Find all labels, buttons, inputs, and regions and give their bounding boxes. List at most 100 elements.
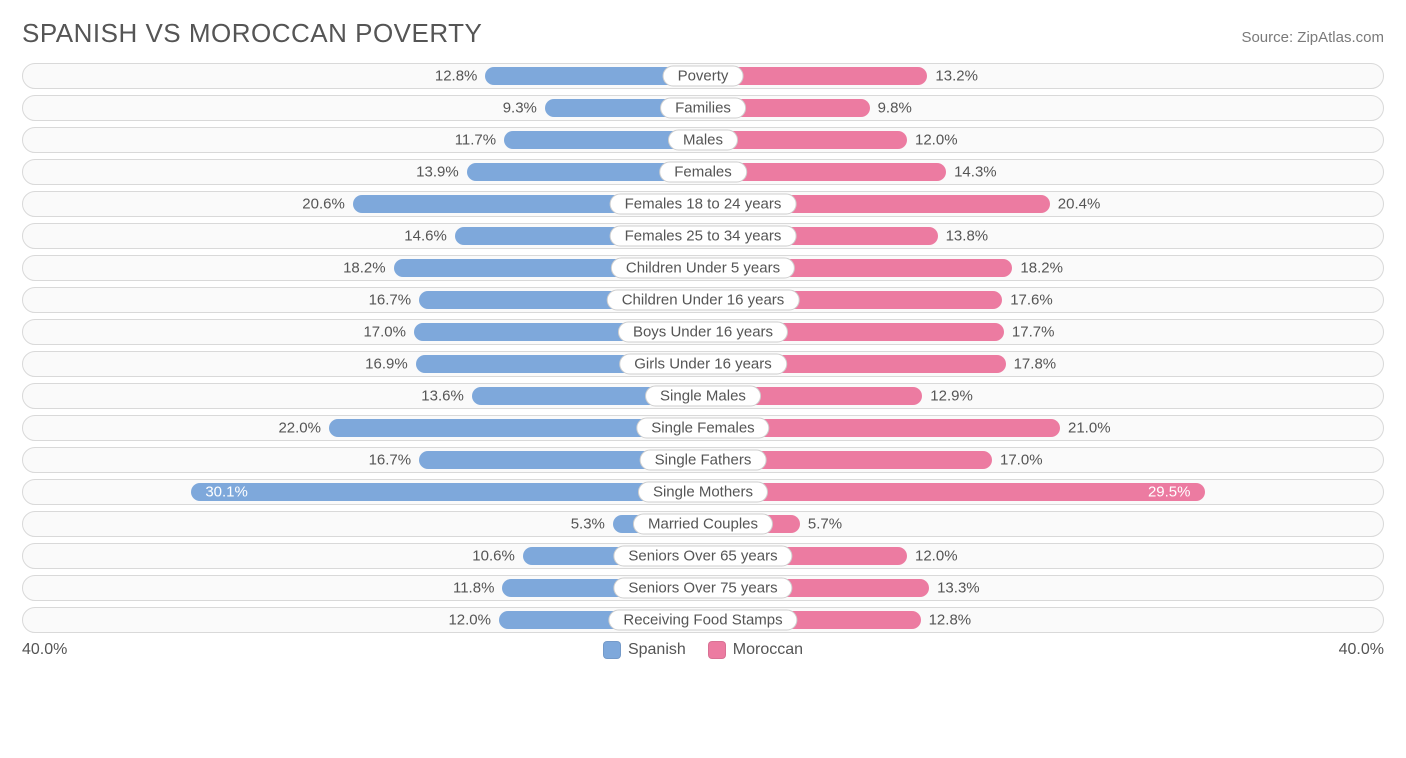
category-label: Single Fathers: [640, 450, 767, 471]
value-label-spanish: 13.9%: [416, 164, 467, 181]
left-half: 10.6%: [23, 544, 703, 568]
left-half: 11.7%: [23, 128, 703, 152]
value-label-moroccan: 29.5%: [1138, 484, 1201, 501]
value-label-spanish: 5.3%: [571, 516, 613, 533]
chart-row: 14.6%13.8%Females 25 to 34 years: [22, 223, 1384, 249]
value-label-moroccan: 12.9%: [922, 388, 973, 405]
category-label: Married Couples: [633, 514, 773, 535]
right-half: 18.2%: [703, 256, 1383, 280]
value-label-moroccan: 20.4%: [1050, 196, 1101, 213]
right-half: 17.0%: [703, 448, 1383, 472]
category-label: Single Mothers: [638, 482, 768, 503]
left-half: 11.8%: [23, 576, 703, 600]
legend: Spanish Moroccan: [603, 641, 803, 659]
left-half: 13.9%: [23, 160, 703, 184]
chart-row: 11.8% 13.3% Seniors Over 75 years: [22, 575, 1384, 601]
left-half: 13.6%: [23, 384, 703, 408]
scale-max-left: 40.0%: [22, 641, 67, 659]
header-row: SPANISH VS MOROCCAN POVERTY Source: ZipA…: [22, 18, 1384, 49]
right-half: 20.4%: [703, 192, 1383, 216]
chart-row: 13.6% 12.9% Single Males: [22, 383, 1384, 409]
right-half: 13.3%: [703, 576, 1383, 600]
right-half: 17.6%: [703, 288, 1383, 312]
legend-item-spanish: Spanish: [603, 641, 686, 659]
value-label-spanish: 22.0%: [278, 420, 329, 437]
source-attribution: Source: ZipAtlas.com: [1241, 29, 1384, 46]
category-label: Seniors Over 75 years: [613, 578, 792, 599]
right-half: 12.9%: [703, 384, 1383, 408]
category-label: Poverty: [663, 66, 744, 87]
chart-row: 16.9% 17.8% Girls Under 16 years: [22, 351, 1384, 377]
value-label-spanish: 12.8%: [435, 68, 486, 85]
value-label-moroccan: 18.2%: [1012, 260, 1063, 277]
value-label-moroccan: 17.7%: [1004, 324, 1055, 341]
left-half: 12.0%: [23, 608, 703, 632]
value-label-moroccan: 12.0%: [907, 132, 958, 149]
legend-label-moroccan: Moroccan: [733, 641, 803, 659]
right-half: 12.0%: [703, 544, 1383, 568]
category-label: Children Under 16 years: [607, 290, 800, 311]
category-label: Seniors Over 65 years: [613, 546, 792, 567]
left-half: 16.7%: [23, 288, 703, 312]
chart-row: 12.0%12.8%Receiving Food Stamps: [22, 607, 1384, 633]
chart-title: SPANISH VS MOROCCAN POVERTY: [22, 18, 482, 49]
category-label: Families: [660, 98, 746, 119]
bar-moroccan: 29.5%: [703, 483, 1205, 501]
chart-row: 13.9% 14.3% Females: [22, 159, 1384, 185]
chart-row: 5.3% 5.7% Married Couples: [22, 511, 1384, 537]
chart-row: 18.2% 18.2% Children Under 5 years: [22, 255, 1384, 281]
category-label: Children Under 5 years: [611, 258, 795, 279]
bar-spanish: 30.1%: [191, 483, 703, 501]
right-half: 17.8%: [703, 352, 1383, 376]
value-label-moroccan: 17.8%: [1006, 356, 1057, 373]
left-half: 16.9%: [23, 352, 703, 376]
value-label-spanish: 11.8%: [453, 580, 502, 597]
value-label-moroccan: 13.8%: [938, 228, 989, 245]
chart-row: 20.6%20.4%Females 18 to 24 years: [22, 191, 1384, 217]
value-label-spanish: 16.7%: [369, 452, 420, 469]
right-half: 29.5%: [703, 480, 1383, 504]
value-label-moroccan: 17.6%: [1002, 292, 1053, 309]
value-label-spanish: 9.3%: [503, 100, 545, 117]
chart-row: 11.7% 12.0% Males: [22, 127, 1384, 153]
chart-row: 17.0% 17.7% Boys Under 16 years: [22, 319, 1384, 345]
right-half: 13.2%: [703, 64, 1383, 88]
value-label-spanish: 18.2%: [343, 260, 394, 277]
value-label-moroccan: 14.3%: [946, 164, 997, 181]
left-half: 18.2%: [23, 256, 703, 280]
category-label: Boys Under 16 years: [618, 322, 788, 343]
chart-row: 30.1% 29.5% Single Mothers: [22, 479, 1384, 505]
category-label: Single Males: [645, 386, 761, 407]
right-half: 5.7%: [703, 512, 1383, 536]
category-label: Girls Under 16 years: [619, 354, 787, 375]
chart-row: 22.0% 21.0% Single Females: [22, 415, 1384, 441]
left-half: 16.7%: [23, 448, 703, 472]
right-half: 12.8%: [703, 608, 1383, 632]
left-half: 17.0%: [23, 320, 703, 344]
value-label-moroccan: 5.7%: [800, 516, 842, 533]
chart-row: 16.7% 17.0% Single Fathers: [22, 447, 1384, 473]
category-label: Males: [668, 130, 738, 151]
value-label-moroccan: 13.3%: [929, 580, 980, 597]
value-label-spanish: 10.6%: [472, 548, 523, 565]
left-half: 22.0%: [23, 416, 703, 440]
category-label: Females: [659, 162, 747, 183]
right-half: 21.0%: [703, 416, 1383, 440]
right-half: 9.8%: [703, 96, 1383, 120]
diverging-bar-chart: 12.8% 13.2%Poverty 9.3% 9.8%Families 11.7% 12…: [22, 63, 1384, 633]
legend-swatch-spanish: [603, 641, 621, 659]
left-half: 5.3%: [23, 512, 703, 536]
chart-row: 9.3% 9.8%Families: [22, 95, 1384, 121]
value-label-moroccan: 17.0%: [992, 452, 1043, 469]
value-label-spanish: 11.7%: [455, 132, 504, 149]
left-half: 20.6%: [23, 192, 703, 216]
value-label-moroccan: 21.0%: [1060, 420, 1111, 437]
value-label-spanish: 14.6%: [404, 228, 455, 245]
value-label-spanish: 20.6%: [302, 196, 353, 213]
category-label: Single Females: [636, 418, 769, 439]
value-label-spanish: 30.1%: [195, 484, 258, 501]
legend-label-spanish: Spanish: [628, 641, 686, 659]
chart-footer: 40.0% Spanish Moroccan 40.0%: [22, 641, 1384, 659]
left-half: 14.6%: [23, 224, 703, 248]
left-half: 30.1%: [23, 480, 703, 504]
